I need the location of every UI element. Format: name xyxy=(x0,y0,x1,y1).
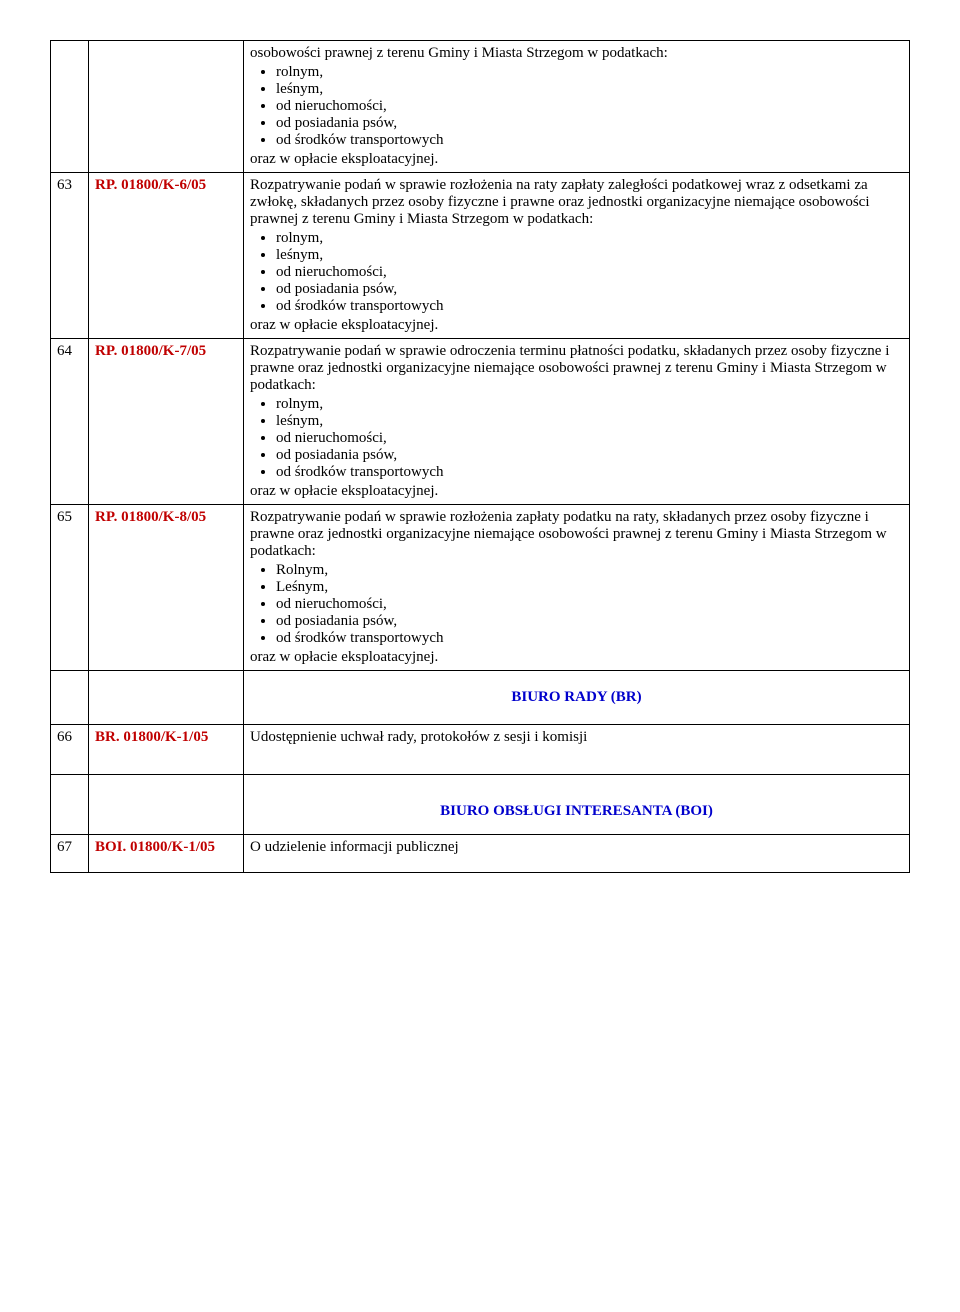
section-row: BIURO RADY (BR) xyxy=(51,671,910,725)
table-row: 67 BOI. 01800/K-1/05 O udzielenie informac… xyxy=(51,835,910,873)
row-number xyxy=(51,775,89,835)
bullet-list: rolnym,leśnym,od nieruchomości,od posiad… xyxy=(250,396,903,481)
bullet-item: od nieruchomości, xyxy=(276,596,903,613)
table-row: osobowości prawnej z terenu Gminy i Mias… xyxy=(51,41,910,173)
bullet-item: od środków transportowych xyxy=(276,464,903,481)
procedures-table: osobowości prawnej z terenu Gminy i Mias… xyxy=(50,40,910,873)
code-cell: BR. 01800/K-1/05 xyxy=(89,725,244,775)
row-number: 63 xyxy=(51,173,89,339)
desc-cell: Udostępnienie uchwał rady, protokołów z … xyxy=(244,725,910,775)
outro-text: oraz w opłacie eksploatacyjnej. xyxy=(250,151,903,168)
bullet-item: od środków transportowych xyxy=(276,298,903,315)
row-number: 64 xyxy=(51,339,89,505)
table-row: 63 RP. 01800/K-6/05 Rozpatrywanie podań w … xyxy=(51,173,910,339)
bullet-item: od środków transportowych xyxy=(276,630,903,647)
bullet-list: Rolnym,Leśnym,od nieruchomości,od posiad… xyxy=(250,562,903,647)
intro-text: Rozpatrywanie podań w sprawie rozłożenia… xyxy=(250,509,903,560)
desc-cell: Rozpatrywanie podań w sprawie rozłożenia… xyxy=(244,173,910,339)
desc-cell: Rozpatrywanie podań w sprawie rozłożenia… xyxy=(244,505,910,671)
intro-text: osobowości prawnej z terenu Gminy i Mias… xyxy=(250,45,903,62)
bullet-item: leśnym, xyxy=(276,81,903,98)
bullet-item: Rolnym, xyxy=(276,562,903,579)
bullet-item: od posiadania psów, xyxy=(276,115,903,132)
bullet-item: rolnym, xyxy=(276,64,903,81)
row-number xyxy=(51,41,89,173)
bullet-item: leśnym, xyxy=(276,413,903,430)
desc-cell: Rozpatrywanie podań w sprawie odroczenia… xyxy=(244,339,910,505)
code-cell: RP. 01800/K-7/05 xyxy=(89,339,244,505)
code-cell xyxy=(89,671,244,725)
desc-cell: osobowości prawnej z terenu Gminy i Mias… xyxy=(244,41,910,173)
procedure-code: RP. 01800/K-6/05 xyxy=(95,177,206,193)
bullet-item: od nieruchomości, xyxy=(276,430,903,447)
bullet-item: rolnym, xyxy=(276,396,903,413)
table-row: 65 RP. 01800/K-8/05 Rozpatrywanie podań w … xyxy=(51,505,910,671)
procedure-code: RP. 01800/K-7/05 xyxy=(95,343,206,359)
bullet-item: rolnym, xyxy=(276,230,903,247)
code-cell xyxy=(89,775,244,835)
bullet-list: rolnym,leśnym,od nieruchomości,od posiad… xyxy=(250,230,903,315)
code-cell xyxy=(89,41,244,173)
code-cell: RP. 01800/K-6/05 xyxy=(89,173,244,339)
code-cell: BOI. 01800/K-1/05 xyxy=(89,835,244,873)
procedure-code: BR. 01800/K-1/05 xyxy=(95,729,208,745)
bullet-item: od środków transportowych xyxy=(276,132,903,149)
bullet-item: Leśnym, xyxy=(276,579,903,596)
procedure-code: RP. 01800/K-8/05 xyxy=(95,509,206,525)
bullet-item: od nieruchomości, xyxy=(276,98,903,115)
outro-text: oraz w opłacie eksploatacyjnej. xyxy=(250,649,903,666)
procedure-code: BOI. 01800/K-1/05 xyxy=(95,839,215,855)
bullet-list: rolnym,leśnym,od nieruchomości,od posiad… xyxy=(250,64,903,149)
intro-text: Rozpatrywanie podań w sprawie odroczenia… xyxy=(250,343,903,394)
section-title: BIURO RADY (BR) xyxy=(244,671,910,725)
intro-text: Rozpatrywanie podań w sprawie rozłożenia… xyxy=(250,177,903,228)
row-number: 66 xyxy=(51,725,89,775)
bullet-item: leśnym, xyxy=(276,247,903,264)
table-row: 64 RP. 01800/K-7/05 Rozpatrywanie podań w … xyxy=(51,339,910,505)
outro-text: oraz w opłacie eksploatacyjnej. xyxy=(250,483,903,500)
section-row: BIURO OBSŁUGI INTERESANTA (BOI) xyxy=(51,775,910,835)
outro-text: oraz w opłacie eksploatacyjnej. xyxy=(250,317,903,334)
section-title: BIURO OBSŁUGI INTERESANTA (BOI) xyxy=(244,775,910,835)
bullet-item: od posiadania psów, xyxy=(276,447,903,464)
row-number: 65 xyxy=(51,505,89,671)
code-cell: RP. 01800/K-8/05 xyxy=(89,505,244,671)
bullet-item: od posiadania psów, xyxy=(276,613,903,630)
bullet-item: od nieruchomości, xyxy=(276,264,903,281)
desc-cell: O udzielenie informacji publicznej xyxy=(244,835,910,873)
row-number: 67 xyxy=(51,835,89,873)
table-row: 66 BR. 01800/K-1/05 Udostępnienie uchwał r… xyxy=(51,725,910,775)
row-number xyxy=(51,671,89,725)
bullet-item: od posiadania psów, xyxy=(276,281,903,298)
